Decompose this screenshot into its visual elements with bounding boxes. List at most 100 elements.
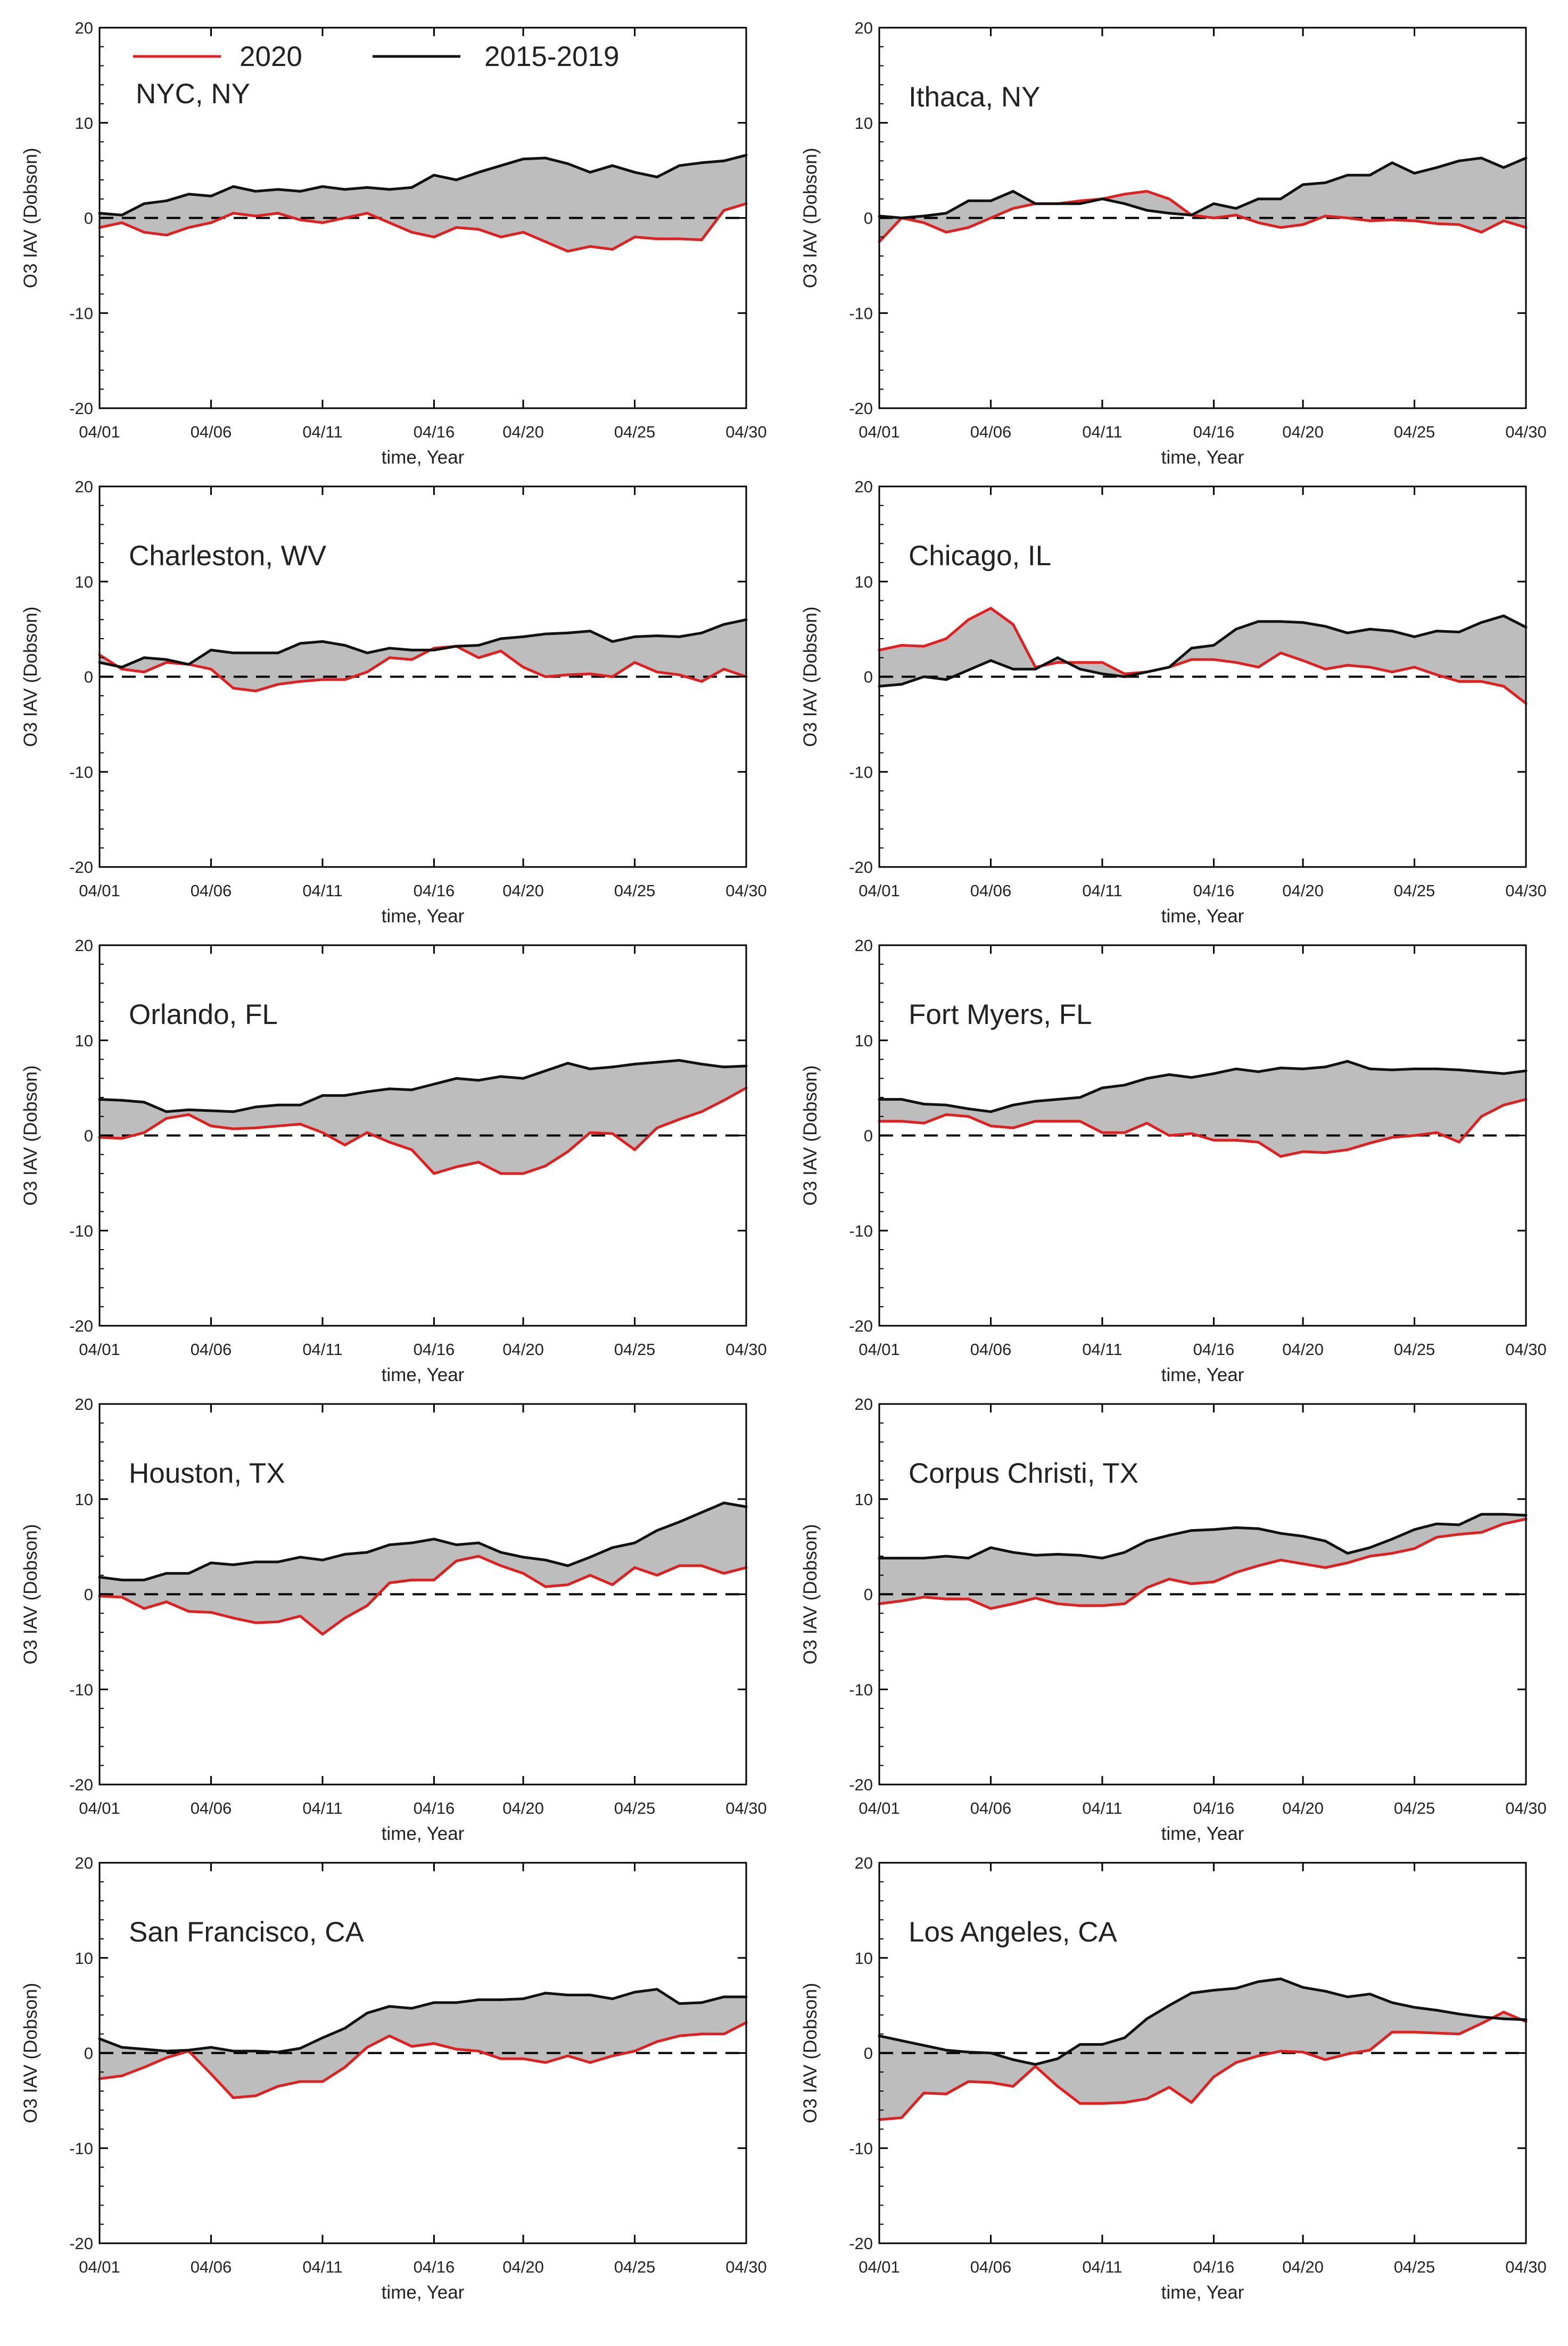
panel-2-series-2015-2019-point-10 bbox=[299, 642, 302, 645]
panel-2-series-2015-2019-point-28 bbox=[700, 631, 703, 634]
panel-8-series-2015-2019-point-5 bbox=[187, 2048, 191, 2052]
panel-5-series-2015-2019-point-4 bbox=[945, 1103, 948, 1106]
panel-6-series-2020-point-21 bbox=[544, 1585, 547, 1588]
panel-0-series-2020-point-9 bbox=[276, 212, 279, 215]
panel-4-series-2015-2019-point-9 bbox=[276, 1103, 279, 1106]
panel-2-series-2020-point-26 bbox=[655, 671, 658, 674]
panel-4-series-2020-point-7 bbox=[232, 1127, 235, 1130]
panel-8-series-2020-point-6 bbox=[209, 2072, 212, 2076]
panel-0-series-2020-point-6 bbox=[209, 221, 212, 224]
panel-7-series-2015-2019-point-10 bbox=[1078, 1554, 1082, 1557]
panel-7-x-tick-label-5: 04/25 bbox=[1394, 1799, 1435, 1818]
panel-3-series-2020-point-3 bbox=[922, 645, 926, 648]
panel-1-series-2020-point-21 bbox=[1324, 214, 1327, 218]
panel-0-x-axis-title: time, Year bbox=[382, 447, 465, 468]
panel-9-x-tick-label-6: 04/30 bbox=[1505, 2258, 1547, 2276]
panel-3-series-2020-point-18 bbox=[1257, 666, 1260, 669]
panel-5-series-2020-point-13 bbox=[1145, 1121, 1149, 1125]
panel-9-series-2020-point-21 bbox=[1324, 2058, 1327, 2061]
panel-2-series-2015-2019-point-16 bbox=[432, 648, 435, 651]
panel-1-series-2020-point-24 bbox=[1391, 218, 1394, 221]
panel-8-series-2020-point-10 bbox=[299, 2080, 302, 2083]
panel-1-series-2020-point-16 bbox=[1212, 217, 1215, 219]
panel-1-series-2015-2019-point-6 bbox=[989, 199, 992, 202]
panel-4-series-2015-2019-point-2 bbox=[120, 1098, 123, 1102]
panel-6-series-2015-2019-point-24 bbox=[611, 1546, 614, 1549]
panel-7-x-axis-title: time, Year bbox=[1161, 1823, 1244, 1844]
panel-5-series-2020-point-16 bbox=[1212, 1138, 1215, 1142]
panel-0-series-2020-point-21 bbox=[544, 240, 547, 243]
panel-2-series-2020-point-11 bbox=[321, 678, 324, 681]
panel-9-series-2020-point-12 bbox=[1123, 2101, 1126, 2104]
panel-5-series-2015-2019-point-5 bbox=[967, 1107, 970, 1110]
panel-0-y-tick-label-4: 20 bbox=[75, 19, 93, 37]
panel-9-series-2015-2019-point-19 bbox=[1279, 1977, 1282, 1980]
panel-8-y-tick-label-1: -10 bbox=[69, 2139, 93, 2158]
panel-2-x-tick-label-5: 04/25 bbox=[614, 881, 656, 900]
panel-5-series-2015-2019-point-26 bbox=[1435, 1067, 1438, 1070]
panel-2-series-2020-point-18 bbox=[477, 656, 480, 659]
panel-2-series-2015-2019-point-2 bbox=[120, 666, 123, 669]
panel-9-series-2015-2019-point-15 bbox=[1190, 1992, 1193, 1995]
panel-0-x-tick-label-1: 04/06 bbox=[191, 423, 232, 441]
panel-7-series-2015-2019-point-18 bbox=[1257, 1527, 1260, 1530]
panel-0-series-2020-point-8 bbox=[254, 214, 257, 218]
panel-8-series-2020-point-8 bbox=[254, 2094, 257, 2097]
panel-4-x-axis-title: time, Year bbox=[382, 1365, 465, 1385]
panel-3-y-tick-label-4: 20 bbox=[855, 477, 873, 496]
panel-2-series-2020-line bbox=[98, 645, 747, 692]
panel-8-y-tick-label-0: -20 bbox=[69, 2234, 93, 2253]
panel-9-series-2020-point-9 bbox=[1056, 2085, 1059, 2088]
panel-7-series-2020-point-13 bbox=[1145, 1586, 1149, 1589]
panel-0-series-2015-2019-line bbox=[99, 154, 747, 217]
panel-6-series-2020-point-17 bbox=[455, 1559, 458, 1563]
panel-5-series-2020-point-12 bbox=[1123, 1131, 1126, 1134]
panel-6-series-2020-point-24 bbox=[611, 1583, 614, 1587]
panel-7-series-2020-point-2 bbox=[900, 1599, 903, 1602]
panel-6-series-2020-point-14 bbox=[388, 1581, 391, 1584]
panel-3-series-2020-point-27 bbox=[1457, 680, 1460, 683]
panel-3-y-tick-label-0: -20 bbox=[849, 858, 873, 877]
panel-1: -20 -10 0 10 20 04/01 04/06 04/11 04/16 04/20 04/2… bbox=[800, 19, 1547, 468]
panel-3-series-2020-point-19 bbox=[1279, 651, 1282, 655]
panel-6-series-2015-2019-point-21 bbox=[544, 1558, 547, 1562]
panel-5-series-2020-point-5 bbox=[967, 1115, 970, 1118]
panel-0-x-tick-label-3: 04/16 bbox=[414, 423, 455, 441]
panel-2-y-tick-label-3: 10 bbox=[75, 573, 93, 591]
panel-1-x-tick-label-1: 04/06 bbox=[970, 423, 1012, 441]
panel-8-series-2015-2019-line bbox=[99, 1988, 746, 2054]
panel-8-series-2020-point-22 bbox=[566, 2054, 570, 2058]
panel-4-series-2020-point-11 bbox=[321, 1131, 324, 1134]
panel-0-series-2020-point-11 bbox=[321, 221, 324, 224]
panel-8-series-2015-2019-point-4 bbox=[165, 2050, 168, 2053]
panel-8-x-tick-label-4: 04/20 bbox=[502, 2258, 544, 2276]
panel-6-x-tick-label-3: 04/16 bbox=[414, 1799, 455, 1818]
panel-8-series-2015-2019-point-11 bbox=[321, 2036, 324, 2039]
panel-4-series-2015-2019-point-23 bbox=[589, 1067, 592, 1070]
panel-5-series-2015-2019-point-11 bbox=[1101, 1086, 1104, 1089]
panel-1-y-axis-title: O3 IAV (Dobson) bbox=[800, 148, 821, 288]
panel-1-series-2020-point-6 bbox=[989, 217, 992, 219]
panel-1-series-2020-point-3 bbox=[922, 221, 926, 224]
panel-3-series-2020-point-25 bbox=[1413, 666, 1416, 669]
panel-6-y-axis-title: O3 IAV (Dobson) bbox=[20, 1524, 41, 1665]
panel-8-series-2015-2019-point-19 bbox=[499, 1998, 502, 2001]
panels: -20 -10 0 10 20 04/01 04/06 04/11 04/16 04/20 04/2… bbox=[20, 19, 1547, 2303]
panel-2-series-2015-2019-point-18 bbox=[477, 644, 480, 647]
panel-0-series-2020-point-15 bbox=[410, 230, 414, 234]
panel-0-series-2020-point-13 bbox=[366, 212, 369, 215]
panel-3-series-2015-2019-point-19 bbox=[1279, 620, 1282, 623]
panel-6-series-2015-2019-point-29 bbox=[722, 1501, 725, 1505]
panel-3-series-2015-2019-line bbox=[879, 614, 1527, 688]
panel-6-series-2020-point-25 bbox=[633, 1566, 637, 1569]
panel-6-city-title: Houston, TX bbox=[129, 1458, 285, 1489]
panel-4-x-tick-label-6: 04/30 bbox=[725, 1340, 767, 1359]
panel-0-series-2015-2019-point-19 bbox=[499, 164, 502, 167]
panel-6-series-2015-2019-point-23 bbox=[589, 1556, 592, 1559]
panel-2-series-2020-point-13 bbox=[366, 671, 369, 674]
panel-7-series-2020-point-23 bbox=[1368, 1555, 1372, 1558]
panel-5-series-2020-point-3 bbox=[922, 1121, 926, 1125]
panel-5-series-2020-point-9 bbox=[1056, 1120, 1059, 1123]
panel-9-series-2020-point-22 bbox=[1346, 2052, 1349, 2055]
panel-3-series-2015-2019-point-6 bbox=[989, 659, 992, 662]
